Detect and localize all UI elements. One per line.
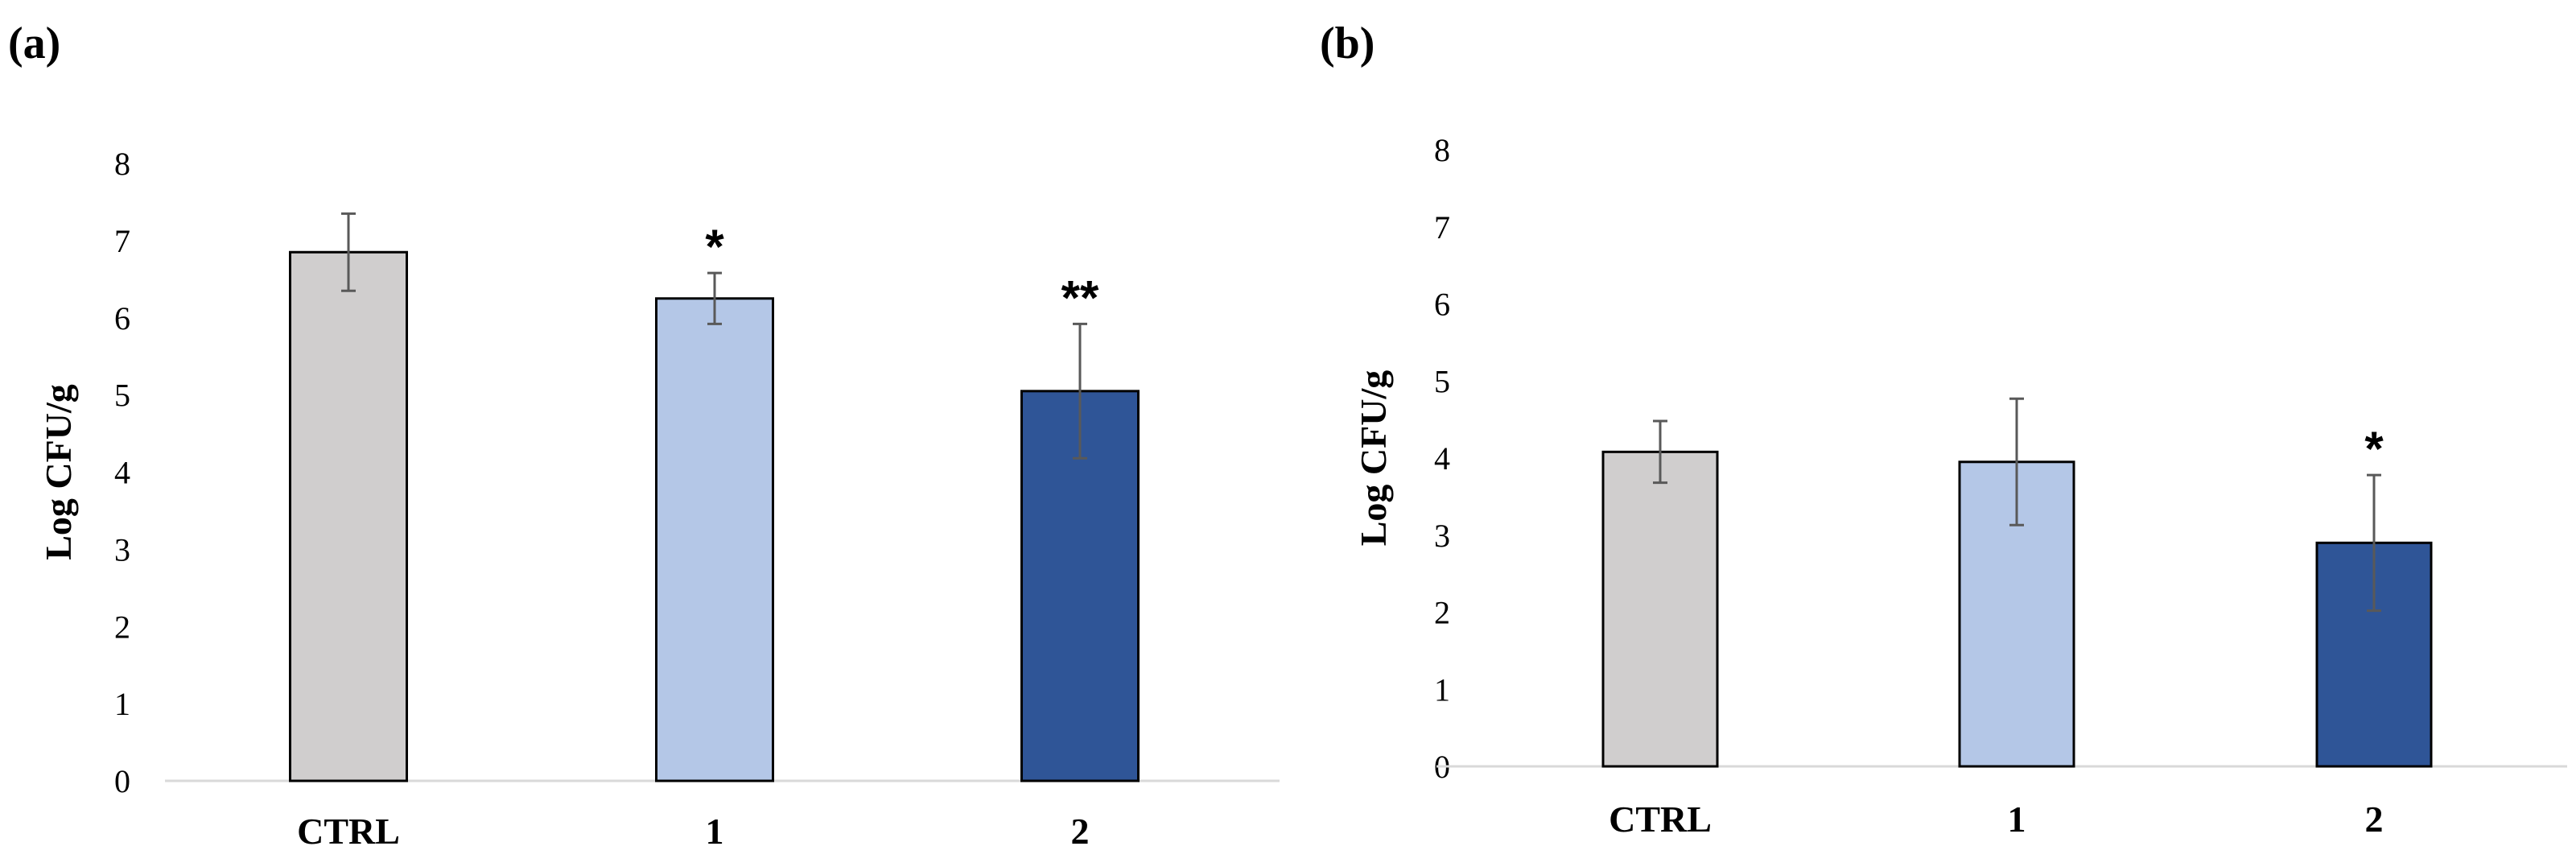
error-bar: [341, 212, 356, 292]
y-tick-label: 1: [114, 686, 130, 722]
error-bar: [2009, 397, 2024, 526]
panel-label: (a): [8, 19, 60, 68]
y-tick-label: 5: [1434, 363, 1450, 399]
y-tick-label: 0: [114, 763, 130, 799]
x-category-label: CTRL: [1609, 799, 1712, 840]
error-bar: [1073, 322, 1087, 460]
y-tick-label: 4: [114, 455, 130, 491]
error-bar: [2367, 473, 2381, 613]
y-tick-label: 2: [114, 609, 130, 645]
y-tick-label: 8: [114, 146, 130, 182]
y-tick-label: 4: [1434, 440, 1450, 477]
y-tick-label: 2: [1434, 595, 1450, 631]
bar: [289, 250, 408, 782]
bar: [1601, 450, 1719, 768]
y-tick-label: 3: [1434, 518, 1450, 554]
error-bar: [1653, 419, 1667, 485]
bar: [655, 297, 774, 782]
y-axis-title: Log CFU/g: [1353, 370, 1394, 547]
y-tick-label: 7: [114, 223, 130, 259]
significance-marker: *: [2364, 422, 2384, 476]
significance-marker: *: [705, 220, 724, 274]
x-category-label: CTRL: [297, 811, 400, 852]
x-category-label: 1: [2008, 799, 2026, 840]
panel-a: (a) Log CFU/g 0 1 2 3 4 5 6 7 8 CTRL * 1 ** 2: [8, 19, 1280, 852]
y-tick-label: 3: [114, 531, 130, 568]
x-category-label: 1: [706, 811, 724, 852]
y-tick-label: 8: [1434, 132, 1450, 168]
x-category-label: 2: [2365, 799, 2384, 840]
y-tick-label: 6: [1434, 287, 1450, 323]
y-tick-label: 5: [114, 378, 130, 414]
y-tick-label: 6: [114, 300, 130, 336]
significance-marker: **: [1061, 270, 1099, 324]
error-bar: [707, 271, 722, 325]
y-tick-label: 7: [1434, 209, 1450, 246]
panel-label: (b): [1320, 19, 1375, 68]
y-axis-title: Log CFU/g: [38, 384, 79, 560]
x-category-label: 2: [1071, 811, 1090, 852]
y-tick-label: 1: [1434, 671, 1450, 708]
